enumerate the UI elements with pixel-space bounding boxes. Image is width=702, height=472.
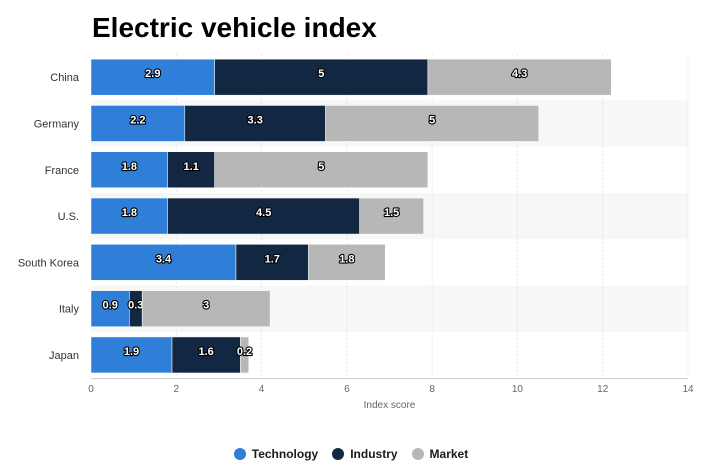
- legend-label: Technology: [251, 447, 319, 461]
- x-tick-label: 6: [344, 384, 350, 395]
- data-label: 0.9: [103, 300, 118, 312]
- bar-technology: [90, 105, 186, 142]
- data-label: 1.8: [122, 207, 137, 219]
- legend-swatch: [233, 448, 246, 460]
- stacked-bar-chart: 0 2 4 6 8 10 12 14 Index score China Germany France…: [18, 54, 694, 411]
- x-tick-label: 14: [682, 384, 694, 395]
- bar-market: [427, 58, 612, 96]
- data-label: 2.9: [145, 68, 160, 80]
- data-label: 4.5: [256, 207, 271, 219]
- data-label: 1.6: [198, 346, 213, 358]
- data-label: 1.9: [124, 346, 139, 358]
- data-label: 1.8: [122, 161, 137, 173]
- bar-industry: [235, 244, 309, 281]
- x-tick-label: 2: [174, 384, 180, 395]
- data-label: 3.3: [248, 114, 263, 126]
- data-label: 5: [318, 68, 324, 80]
- bar-industry: [184, 105, 326, 142]
- bar-industry: [214, 58, 429, 96]
- bar-technology: [90, 58, 215, 96]
- data-label: 4.3: [512, 68, 527, 80]
- data-label: 5: [429, 114, 435, 126]
- x-axis-label: Index score: [364, 400, 416, 411]
- legend-label: Market: [429, 447, 469, 461]
- data-label: 1.7: [265, 253, 280, 265]
- bar-market: [325, 105, 539, 142]
- data-label: 1.1: [184, 161, 199, 173]
- legend-item-industry[interactable]: Industry: [332, 447, 398, 461]
- bar-market: [214, 151, 429, 188]
- data-label: 0.3: [128, 300, 143, 312]
- bar-technology: [90, 336, 173, 374]
- x-tick-label: 8: [429, 384, 435, 395]
- bar-market: [240, 336, 250, 374]
- legend-item-technology[interactable]: Technology: [233, 447, 319, 461]
- category-label: South Korea: [18, 257, 80, 269]
- data-label: 2.2: [130, 114, 145, 126]
- chart-title: Electric vehicle index: [92, 12, 377, 43]
- data-label: 0.2: [237, 346, 252, 358]
- category-label: Germany: [34, 118, 80, 130]
- data-label: 3.4: [156, 253, 172, 265]
- data-label: 5: [318, 161, 324, 173]
- legend-item-market[interactable]: Market: [411, 447, 469, 461]
- bar-industry: [171, 336, 241, 374]
- legend-swatch: [411, 448, 424, 460]
- bar-technology: [90, 244, 237, 281]
- bar-market: [308, 244, 386, 281]
- category-label: Italy: [59, 304, 80, 316]
- chart-legend: Technology Industry Market: [0, 444, 702, 464]
- bar-technology: [90, 290, 130, 327]
- legend-swatch: [332, 448, 345, 460]
- category-label: France: [45, 165, 79, 177]
- data-label: 1.8: [339, 253, 354, 265]
- bar-industry: [167, 197, 360, 235]
- x-tick-label: 12: [597, 384, 609, 395]
- data-label: 1.5: [384, 207, 399, 219]
- x-tick-label: 4: [259, 384, 265, 395]
- bar-market: [359, 197, 424, 235]
- category-label: U.S.: [58, 211, 79, 223]
- x-tick-label: 0: [88, 384, 94, 395]
- category-label: China: [50, 72, 80, 84]
- legend-label: Industry: [350, 447, 398, 461]
- category-label: Japan: [49, 350, 79, 362]
- bar-market: [141, 290, 271, 327]
- bar-technology: [90, 151, 169, 188]
- x-tick-label: 10: [512, 384, 524, 395]
- bar-technology: [90, 197, 169, 235]
- data-label: 3: [203, 300, 209, 312]
